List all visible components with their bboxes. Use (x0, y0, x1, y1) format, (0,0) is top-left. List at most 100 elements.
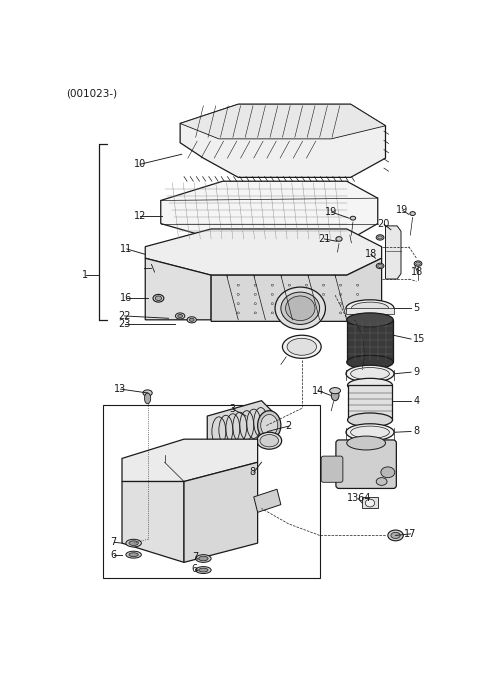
Ellipse shape (196, 555, 211, 562)
Ellipse shape (126, 551, 142, 558)
Ellipse shape (190, 318, 194, 321)
Ellipse shape (286, 296, 315, 320)
Ellipse shape (330, 387, 340, 393)
Text: 2: 2 (285, 421, 291, 431)
Text: 7: 7 (110, 537, 117, 548)
Text: 6: 6 (110, 550, 117, 560)
Ellipse shape (347, 436, 385, 450)
Ellipse shape (347, 356, 393, 369)
Ellipse shape (376, 478, 387, 485)
Ellipse shape (126, 539, 142, 547)
Ellipse shape (199, 568, 208, 572)
Text: 15: 15 (413, 334, 426, 344)
Polygon shape (122, 481, 184, 562)
Text: 19: 19 (325, 207, 337, 217)
Text: 8: 8 (250, 467, 256, 477)
Ellipse shape (156, 296, 162, 301)
Polygon shape (184, 462, 258, 562)
Text: 19: 19 (396, 206, 408, 216)
Polygon shape (207, 401, 273, 454)
Ellipse shape (336, 237, 342, 241)
Ellipse shape (346, 299, 394, 317)
Polygon shape (122, 439, 258, 481)
Ellipse shape (346, 365, 394, 382)
Ellipse shape (414, 261, 422, 266)
FancyBboxPatch shape (336, 440, 396, 489)
Text: 10: 10 (133, 160, 146, 169)
Ellipse shape (257, 432, 282, 449)
Ellipse shape (178, 314, 182, 318)
Ellipse shape (416, 262, 420, 265)
Ellipse shape (365, 500, 375, 507)
Text: 17: 17 (404, 529, 417, 539)
Polygon shape (145, 229, 382, 275)
Ellipse shape (410, 212, 415, 216)
Text: 1: 1 (82, 270, 88, 280)
Ellipse shape (350, 426, 389, 439)
Ellipse shape (144, 393, 151, 404)
Ellipse shape (378, 236, 383, 239)
Ellipse shape (348, 413, 393, 427)
Text: 18: 18 (365, 249, 377, 260)
Ellipse shape (287, 338, 316, 356)
Ellipse shape (376, 235, 384, 240)
Text: 7: 7 (192, 552, 198, 562)
FancyBboxPatch shape (321, 456, 343, 482)
Ellipse shape (350, 216, 356, 220)
Polygon shape (346, 308, 394, 314)
Ellipse shape (381, 467, 395, 478)
Bar (103, 404, 320, 578)
Text: 1364: 1364 (347, 493, 371, 504)
Ellipse shape (378, 264, 383, 268)
Ellipse shape (351, 302, 389, 314)
Polygon shape (211, 258, 382, 321)
Text: 13: 13 (114, 384, 127, 394)
Polygon shape (161, 181, 378, 241)
Ellipse shape (391, 532, 400, 539)
Text: 6: 6 (192, 564, 198, 575)
Text: 21: 21 (318, 234, 330, 244)
Polygon shape (385, 226, 401, 279)
Polygon shape (347, 320, 393, 362)
Ellipse shape (260, 435, 278, 447)
Ellipse shape (261, 414, 278, 436)
Ellipse shape (196, 566, 211, 573)
Ellipse shape (187, 317, 196, 323)
Ellipse shape (258, 411, 281, 440)
Ellipse shape (143, 390, 152, 396)
Text: 22: 22 (118, 311, 131, 321)
Ellipse shape (331, 390, 339, 401)
Ellipse shape (176, 313, 185, 319)
Text: 16: 16 (120, 293, 132, 304)
Ellipse shape (129, 553, 138, 556)
Polygon shape (180, 104, 385, 139)
Polygon shape (145, 258, 211, 320)
Text: 8: 8 (413, 427, 420, 437)
Polygon shape (180, 104, 385, 177)
Text: 23: 23 (118, 318, 131, 329)
Ellipse shape (275, 287, 325, 329)
Text: 3: 3 (229, 404, 235, 414)
Polygon shape (362, 497, 378, 508)
Ellipse shape (347, 313, 393, 327)
Polygon shape (348, 385, 393, 420)
Text: (001023-): (001023-) (66, 89, 117, 99)
Ellipse shape (281, 292, 320, 324)
Text: 9: 9 (413, 367, 420, 377)
Text: 18: 18 (411, 267, 423, 277)
Text: 5: 5 (413, 304, 420, 313)
Text: 11: 11 (120, 244, 132, 254)
Ellipse shape (129, 541, 138, 546)
Text: 20: 20 (378, 219, 390, 229)
Polygon shape (254, 489, 281, 512)
Ellipse shape (153, 295, 164, 302)
Ellipse shape (199, 556, 208, 561)
Text: 12: 12 (133, 211, 146, 221)
Ellipse shape (346, 424, 394, 441)
Text: 14: 14 (312, 386, 324, 395)
Ellipse shape (388, 530, 403, 541)
Ellipse shape (350, 368, 389, 380)
Ellipse shape (376, 263, 384, 268)
Ellipse shape (282, 335, 321, 358)
Ellipse shape (348, 379, 393, 392)
